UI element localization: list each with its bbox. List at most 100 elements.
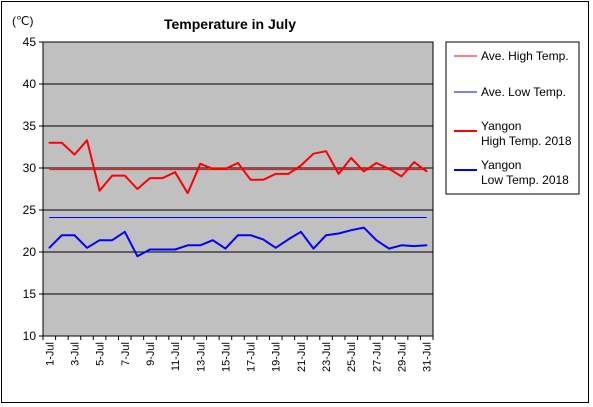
- data-point: [149, 248, 151, 251]
- data-point: [388, 168, 390, 170]
- data-point: [312, 247, 315, 250]
- unit-label: (℃): [12, 14, 33, 28]
- data-point: [136, 188, 139, 190]
- data-point: [287, 238, 290, 241]
- x-tick-label: 17-Jul: [246, 342, 258, 372]
- x-tick-label: 31-Jul: [422, 342, 434, 372]
- x-tick-label: 29-Jul: [397, 342, 409, 372]
- data-point: [212, 168, 214, 170]
- data-point: [224, 168, 227, 170]
- data-point: [287, 173, 290, 175]
- data-point: [337, 232, 340, 235]
- data-point: [350, 229, 353, 231]
- data-point: [237, 162, 239, 164]
- data-point: [350, 157, 353, 159]
- data-point: [237, 234, 239, 236]
- y-tick-label: 30: [23, 161, 37, 175]
- data-point: [300, 164, 302, 167]
- data-point: [425, 170, 428, 173]
- data-point: [325, 150, 327, 152]
- data-point: [312, 152, 315, 155]
- x-tick-label: 3-Jul: [69, 342, 81, 366]
- data-point: [413, 245, 415, 247]
- data-point: [274, 247, 277, 249]
- data-point: [149, 177, 151, 179]
- data-point: [174, 248, 176, 251]
- y-tick-label: 20: [23, 245, 37, 259]
- data-point: [61, 142, 63, 144]
- data-point: [199, 163, 202, 165]
- data-point: [249, 178, 252, 181]
- data-point: [249, 234, 252, 236]
- x-tick-label: 5-Jul: [95, 342, 107, 366]
- data-point: [98, 189, 101, 192]
- data-point: [174, 171, 176, 173]
- data-point: [48, 142, 51, 144]
- plot-area: [42, 41, 434, 337]
- data-point: [363, 226, 365, 229]
- legend-label: Low Temp. 2018: [481, 173, 569, 187]
- data-point: [48, 247, 51, 249]
- x-tick-label: 21-Jul: [296, 342, 308, 372]
- x-tick-label: 11-Jul: [170, 342, 182, 371]
- y-tick-label: 10: [23, 329, 37, 343]
- data-point: [73, 153, 76, 156]
- y-axis-ticks: 10 15 20 25 30 35 40 45: [23, 35, 43, 343]
- data-point: [86, 139, 88, 142]
- y-tick-label: 40: [23, 77, 37, 91]
- series-lines: [48, 139, 428, 258]
- data-point: [86, 247, 88, 249]
- legend-box: [445, 41, 580, 195]
- legend-label: Yangon: [481, 158, 521, 172]
- legend: Ave. High Temp.Ave. Low Temp.YangonHigh …: [454, 49, 572, 187]
- x-tick-label: 19-Jul: [271, 342, 283, 372]
- legend-label: Ave. High Temp.: [481, 49, 569, 63]
- data-point: [212, 239, 214, 242]
- data-point: [363, 170, 365, 173]
- x-tick-label: 23-Jul: [321, 342, 333, 372]
- data-point: [274, 173, 277, 175]
- data-point: [262, 178, 264, 181]
- data-point: [161, 177, 164, 179]
- legend-label: High Temp. 2018: [481, 134, 572, 148]
- x-tick-label: 15-Jul: [220, 342, 232, 372]
- legend-label: Yangon: [481, 119, 521, 133]
- data-point: [73, 234, 76, 236]
- data-point: [413, 161, 415, 163]
- chart-title: Temperature in July: [164, 16, 296, 32]
- data-point: [375, 239, 378, 242]
- data-point: [161, 248, 164, 251]
- x-tick-label: 7-Jul: [120, 342, 132, 366]
- data-point: [61, 234, 63, 236]
- data-point: [123, 174, 126, 177]
- data-point: [325, 234, 327, 236]
- data-point: [136, 255, 139, 257]
- data-point: [262, 238, 264, 241]
- x-tick-label: 1-Jul: [44, 342, 56, 366]
- data-point: [111, 239, 113, 242]
- y-tick-label: 45: [23, 35, 37, 49]
- legend-label: Ave. Low Temp.: [481, 85, 566, 99]
- data-point: [375, 162, 378, 164]
- x-tick-label: 27-Jul: [371, 342, 383, 372]
- data-point: [300, 231, 302, 233]
- data-point: [224, 247, 227, 250]
- data-point: [123, 231, 126, 233]
- data-point: [400, 175, 403, 178]
- data-point: [111, 174, 113, 177]
- data-point: [186, 244, 189, 247]
- data-point: [337, 173, 340, 175]
- data-point: [400, 244, 403, 247]
- x-tick-label: 25-Jul: [346, 342, 358, 372]
- data-point: [199, 244, 202, 247]
- data-point: [388, 247, 390, 250]
- data-point: [425, 244, 428, 247]
- x-tick-label: 13-Jul: [195, 342, 207, 372]
- data-point: [98, 239, 101, 242]
- x-axis-ticks: 1-Jul 3-Jul 5-Jul 7-Jul 9-Jul 11-Jul 13-Jul 15-…: [42, 336, 434, 372]
- y-tick-label: 35: [23, 119, 37, 133]
- data-point: [186, 192, 189, 194]
- y-tick-label: 15: [23, 287, 37, 301]
- x-tick-label: 9-Jul: [145, 342, 157, 366]
